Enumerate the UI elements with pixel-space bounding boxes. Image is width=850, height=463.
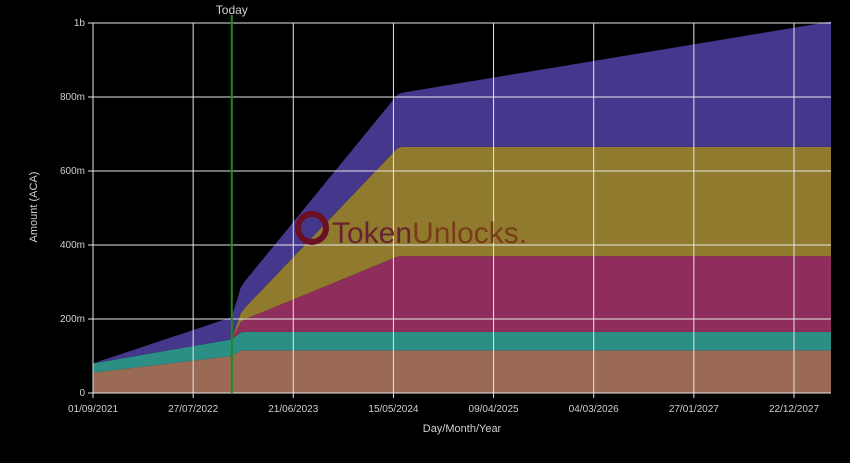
x-axis-label: Day/Month/Year: [423, 423, 502, 435]
series-area-2: [93, 331, 831, 373]
x-tick-label: 27/01/2027: [669, 404, 719, 415]
watermark-logo-icon: [295, 211, 329, 245]
series-area-5: [93, 21, 831, 364]
y-tick-label: 600m: [60, 166, 85, 177]
watermark: TokenUnlocks.: [295, 211, 527, 250]
x-tick-label: 01/09/2021: [68, 404, 118, 415]
y-axis-label: Amount (ACA): [28, 172, 40, 243]
stacked-areas: [93, 21, 831, 393]
y-tick-label: 400m: [60, 240, 85, 251]
series-area-4: [93, 146, 831, 364]
y-tick-label: 1b: [74, 18, 86, 29]
x-tick-label: 04/03/2026: [569, 404, 619, 415]
today-marker: Today: [216, 3, 248, 393]
y-axis-ticks: 0 200m 400m 600m 800m 1b: [60, 18, 93, 399]
y-tick-label: 200m: [60, 314, 85, 325]
x-tick-label: 27/07/2022: [168, 404, 218, 415]
x-tick-label: 15/05/2024: [368, 404, 418, 415]
x-axis-ticks: 01/09/2021 27/07/2022 21/06/2023 15/05/2024…: [68, 393, 819, 415]
x-tick-label: 22/12/2027: [769, 404, 819, 415]
today-label: Today: [216, 3, 248, 17]
grid: [92, 22, 831, 394]
x-tick-label: 09/04/2025: [469, 404, 519, 415]
series-area-1: [93, 350, 831, 393]
y-tick-label: 800m: [60, 92, 85, 103]
watermark-text: TokenUnlocks.: [332, 217, 527, 250]
x-tick-label: 21/06/2023: [268, 404, 318, 415]
y-tick-label: 0: [79, 388, 85, 399]
series-area-3: [93, 256, 831, 364]
